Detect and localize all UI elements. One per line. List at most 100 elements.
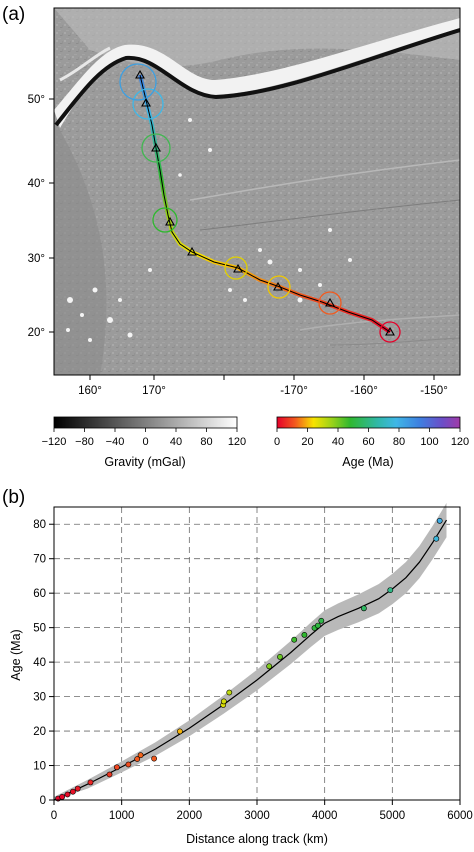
- age-ring-8: [119, 63, 157, 101]
- map-y-tick: 30°: [28, 253, 45, 265]
- map-x-tick: -160°: [350, 385, 378, 397]
- age-point: [387, 587, 394, 593]
- map-x-tick: -170°: [280, 385, 308, 397]
- map-x-tick: 160°: [78, 385, 102, 397]
- hotspot-track: [119, 63, 401, 343]
- x-axis-label: Distance along track (km): [186, 832, 328, 846]
- gravity-tick: 120: [228, 436, 246, 448]
- age-point: [291, 636, 298, 643]
- age-points: [55, 517, 443, 802]
- track-triangle: [233, 263, 243, 273]
- age-point: [114, 764, 120, 771]
- age-tick: 0: [274, 436, 280, 448]
- track-triangle: [165, 216, 175, 226]
- y-tick-label: 60: [33, 588, 46, 600]
- y-tick-label: 0: [40, 795, 46, 807]
- age-point: [70, 788, 76, 795]
- y-tick-label: 40: [33, 657, 46, 669]
- gravity-colorbar-label: Gravity (mGal): [104, 455, 185, 469]
- age-tick: 40: [332, 436, 344, 448]
- gravity-tick: 0: [142, 436, 148, 448]
- y-tick-label: 10: [33, 761, 46, 773]
- y-tick-label: 80: [33, 519, 46, 531]
- map-y-axis: 20° 30° 40° 50°: [28, 94, 54, 339]
- map-y-tick: 50°: [28, 94, 45, 106]
- age-colorbar-label: Age (Ma): [342, 455, 393, 469]
- age-point: [137, 752, 144, 759]
- y-tick-label: 50: [33, 623, 46, 635]
- x-tick-label: 1000: [109, 810, 135, 822]
- age-ring-2: [318, 291, 342, 315]
- gravity-colorbar: −120 −80 −40 0 40 80 120 Gravity (mGal): [42, 416, 246, 469]
- map-x-tick: -150°: [420, 385, 448, 397]
- x-tick-label: 2000: [177, 810, 203, 822]
- age-point: [360, 605, 367, 612]
- map-y-tick: 20°: [28, 327, 45, 339]
- age-point: [125, 761, 132, 768]
- y-axis-label: Age (Ma): [9, 629, 23, 680]
- track-triangle: [135, 69, 145, 79]
- age-tick: 20: [301, 436, 313, 448]
- track-triangle: [151, 142, 161, 152]
- age-ring-1: [379, 321, 401, 343]
- track-triangle: [273, 281, 283, 291]
- fit-curve: [53, 519, 448, 801]
- map-frame: [53, 7, 461, 376]
- y-tick-label: 70: [33, 554, 46, 566]
- age-point: [74, 785, 81, 792]
- track-triangle: [141, 97, 151, 107]
- track-triangle: [187, 246, 197, 256]
- age-point: [134, 756, 141, 762]
- plot-grid: [54, 507, 460, 800]
- x-tick-label: 5000: [380, 810, 406, 822]
- age-point: [436, 517, 443, 524]
- age-point: [277, 654, 283, 660]
- age-point: [59, 794, 65, 800]
- track-triangle: [325, 297, 335, 307]
- age-tick: 120: [451, 436, 469, 448]
- age-ring-6: [141, 133, 171, 163]
- age-point: [151, 755, 157, 762]
- x-tick-label: 0: [51, 810, 57, 822]
- age-tick: 80: [393, 436, 405, 448]
- y-tick-label: 20: [33, 726, 46, 738]
- gravity-map: [54, 8, 460, 375]
- gravity-tick: −80: [75, 436, 94, 448]
- y-tick-label: 30: [33, 692, 46, 704]
- age-ring-4: [224, 256, 248, 280]
- age-colorbar: 0 20 40 60 80 100 120 Age (Ma): [274, 416, 469, 469]
- x-tick-label: 4000: [312, 810, 338, 822]
- map-x-tick: 170°: [142, 385, 166, 397]
- gravity-tick: 40: [170, 436, 182, 448]
- age-point: [318, 617, 325, 624]
- age-ring-7: [132, 88, 164, 120]
- age-point: [301, 632, 308, 638]
- map-y-tick: 40°: [28, 178, 45, 190]
- age-tick: 100: [420, 436, 438, 448]
- age-point: [314, 622, 321, 629]
- age-point: [87, 779, 94, 786]
- panel-a-label: (a): [2, 4, 25, 25]
- age-tick: 60: [362, 436, 374, 448]
- y-tick-labels: 0 10 20 30 40 50 60 70 80: [33, 519, 46, 807]
- age-point: [106, 771, 113, 778]
- track-triangle: [385, 326, 395, 336]
- age-point: [176, 728, 183, 735]
- x-tick-label: 6000: [447, 810, 473, 822]
- x-tick-labels: 0 1000 2000 3000 4000 5000 6000: [51, 810, 473, 822]
- gravity-tick: −120: [42, 436, 67, 448]
- age-ring-5: [152, 207, 178, 233]
- uncertainty-band: [54, 503, 447, 800]
- age-point: [226, 689, 233, 696]
- plot-ticks: [49, 523, 461, 805]
- age-point: [266, 663, 273, 670]
- panel-b-label: (b): [2, 487, 25, 508]
- age-ring-3: [267, 275, 291, 299]
- gravity-tick: 80: [200, 436, 212, 448]
- map-x-axis: 160° 170° -170° -160° -150°: [78, 375, 448, 397]
- age-distance-plot: [49, 503, 461, 805]
- gravity-tick: −40: [106, 436, 125, 448]
- age-point: [433, 535, 440, 542]
- age-point: [220, 698, 227, 705]
